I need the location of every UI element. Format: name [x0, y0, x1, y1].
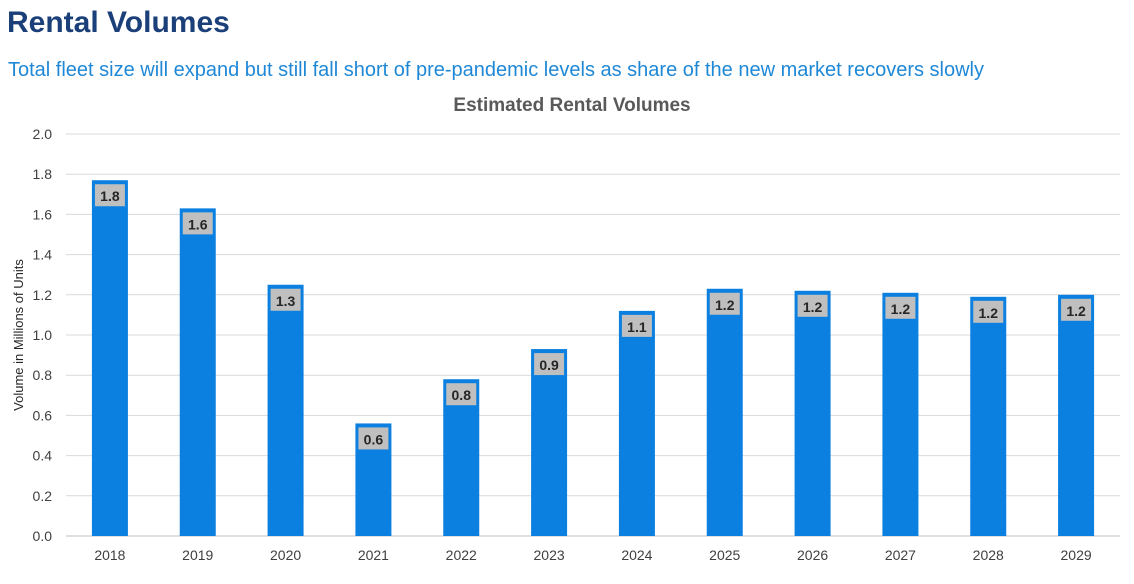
- gridlines: [66, 133, 1120, 537]
- data-label: 1.3: [276, 293, 296, 309]
- y-tick-label: 1.2: [33, 287, 53, 303]
- page-subtitle: Total fleet size will expand but still f…: [8, 59, 984, 81]
- data-label: 1.2: [715, 297, 735, 313]
- bar-2029: [1058, 294, 1095, 536]
- x-tick-label: 2027: [885, 547, 916, 563]
- data-label-box: [534, 353, 565, 376]
- data-label-box: [797, 294, 828, 317]
- y-tick-label: 1.4: [33, 247, 53, 263]
- y-tick-label: 2.0: [33, 126, 53, 142]
- data-label-box: [182, 212, 213, 235]
- data-label: 1.2: [1066, 303, 1086, 319]
- bar-2018: [91, 180, 128, 537]
- data-label-box: [973, 300, 1004, 323]
- bar-2022: [443, 379, 480, 536]
- y-tick-label: 1.0: [33, 327, 53, 343]
- bar-2019: [179, 208, 216, 536]
- data-label: 1.2: [891, 301, 911, 317]
- y-axis-ticks: 0.0 0.2 0.4 0.6 0.8 1.0 1.2 1.4 1.6 1.8 2.0: [33, 126, 53, 544]
- data-label: 1.2: [979, 305, 999, 321]
- x-tick-label: 2028: [973, 547, 1004, 563]
- bar-2023: [531, 349, 568, 536]
- y-tick-label: 1.8: [33, 166, 53, 182]
- bars: [91, 180, 1095, 537]
- x-tick-label: 2019: [182, 547, 213, 563]
- data-label: 1.1: [627, 319, 647, 335]
- data-label-box: [1061, 298, 1092, 321]
- x-tick-label: 2024: [621, 547, 652, 563]
- data-label: 1.2: [803, 299, 823, 315]
- data-label-box: [709, 292, 740, 315]
- bar-2026: [794, 290, 831, 536]
- x-tick-label: 2020: [270, 547, 301, 563]
- x-tick-label: 2018: [94, 547, 125, 563]
- y-tick-label: 1.6: [33, 206, 53, 222]
- y-tick-label: 0.8: [33, 367, 53, 383]
- data-label-box: [270, 288, 301, 311]
- y-axis-label: Volume in Millions of Units: [11, 259, 26, 411]
- y-tick-label: 0.4: [33, 448, 53, 464]
- data-label-box: [446, 383, 477, 406]
- bar-2020: [267, 284, 304, 536]
- y-tick-label: 0.2: [33, 488, 53, 504]
- y-tick-label: 0.0: [33, 528, 53, 544]
- x-tick-label: 2022: [446, 547, 477, 563]
- bar-2024: [618, 310, 655, 536]
- x-tick-label: 2025: [709, 547, 740, 563]
- bar-2027: [882, 292, 919, 536]
- x-tick-label: 2021: [358, 547, 389, 563]
- x-axis-ticks: 2018 2019 2020 2021 2022 2023 2024 2025 2026 2027…: [94, 547, 1092, 563]
- data-labels: 1.8 1.6 1.3 0.6 0.8 0.9 1.1 1.2 1.2 1.2 1.2 1.2: [94, 184, 1092, 450]
- x-tick-label: 2023: [534, 547, 565, 563]
- data-label-box: [621, 314, 652, 337]
- bar-2025: [706, 288, 743, 536]
- bar-2028: [970, 296, 1007, 536]
- chart-title: Estimated Rental Volumes: [453, 95, 690, 116]
- data-label: 0.6: [364, 431, 384, 447]
- data-label-box: [885, 296, 916, 319]
- data-label: 1.8: [100, 188, 120, 204]
- x-tick-label: 2029: [1061, 547, 1092, 563]
- data-label-box: [358, 427, 389, 450]
- data-label: 0.9: [539, 357, 559, 373]
- page-title: Rental Volumes: [7, 6, 230, 39]
- y-tick-label: 0.6: [33, 407, 53, 423]
- data-label: 0.8: [452, 387, 472, 403]
- data-label: 1.6: [188, 216, 208, 232]
- x-tick-label: 2026: [797, 547, 828, 563]
- data-label-box: [94, 184, 125, 207]
